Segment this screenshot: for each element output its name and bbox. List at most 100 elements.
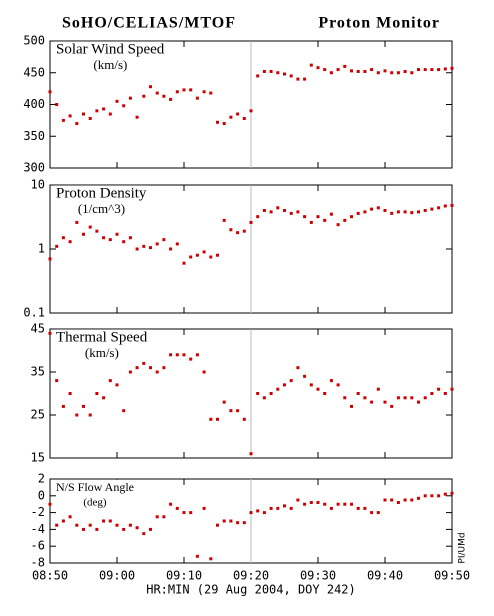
data-point: [175, 353, 179, 357]
data-point: [410, 396, 414, 400]
data-point: [55, 379, 59, 383]
data-point: [75, 122, 79, 126]
data-point: [443, 204, 447, 208]
data-point: [423, 208, 427, 212]
data-point: [343, 218, 347, 222]
data-point: [61, 404, 65, 408]
panel-title: Solar Wind Speed: [56, 41, 165, 57]
data-point: [410, 498, 414, 502]
data-point: [276, 506, 280, 510]
panel-title: Thermal Speed: [56, 329, 148, 345]
data-point: [303, 374, 307, 378]
x-tick-label: 08:50: [32, 569, 68, 583]
data-point: [95, 229, 99, 233]
y-tick-label: 45: [31, 322, 45, 336]
data-point: [88, 523, 92, 527]
y-tick-label: 0: [38, 488, 45, 502]
data-point: [222, 400, 226, 404]
data-point: [383, 400, 387, 404]
data-point: [229, 409, 233, 413]
data-point: [155, 242, 159, 246]
data-point: [283, 383, 286, 387]
data-point: [283, 208, 286, 212]
panel-title-bg: [54, 479, 137, 494]
data-point: [356, 392, 360, 395]
data-point: [249, 452, 253, 456]
data-point: [216, 523, 219, 527]
data-point: [61, 519, 65, 523]
data-point: [309, 63, 313, 67]
data-point: [289, 74, 293, 78]
data-point: [450, 387, 454, 391]
data-point: [189, 255, 193, 259]
data-point: [175, 506, 179, 510]
data-point: [115, 99, 119, 103]
data-point: [390, 211, 394, 215]
data-point: [55, 244, 59, 248]
data-point: [229, 115, 233, 119]
data-point: [403, 396, 407, 400]
data-point: [383, 208, 387, 212]
data-point: [88, 413, 92, 417]
data-point: [417, 210, 420, 214]
x-tick-label: 09:20: [233, 569, 269, 583]
panel-unit-bg: [75, 200, 128, 216]
data-point: [343, 64, 347, 68]
data-point: [417, 400, 420, 404]
panel-title: Proton Density: [56, 185, 147, 201]
data-point: [443, 67, 447, 71]
y-tick-label: 1: [38, 242, 45, 256]
panel-title-bg: [54, 41, 167, 58]
data-point: [396, 210, 400, 214]
data-point: [370, 511, 374, 515]
data-point: [242, 229, 246, 233]
data-point: [430, 392, 434, 395]
data-point: [390, 404, 394, 408]
y-tick-label: 15: [31, 451, 45, 465]
data-point: [229, 519, 233, 523]
data-point: [48, 502, 52, 506]
panel-unit: (km/s): [85, 345, 119, 360]
data-point: [189, 511, 193, 515]
data-point: [128, 96, 132, 100]
data-point: [88, 225, 92, 229]
data-point: [115, 383, 119, 387]
data-point: [108, 112, 112, 116]
data-point: [336, 223, 340, 227]
data-point: [276, 71, 280, 75]
data-point: [68, 392, 72, 395]
data-point: [135, 247, 139, 251]
data-point: [390, 71, 394, 75]
data-point: [189, 357, 193, 361]
data-point: [262, 69, 266, 73]
data-point: [443, 392, 447, 395]
data-point: [175, 242, 179, 246]
data-point: [303, 502, 307, 506]
panel-title: N/S Flow Angle: [56, 480, 134, 494]
data-point: [303, 77, 307, 81]
x-tick-label: 09:50: [434, 569, 470, 583]
data-point: [343, 502, 347, 506]
data-point: [202, 370, 206, 374]
data-point: [48, 257, 52, 261]
panel-unit-bg: [82, 344, 121, 360]
data-point: [75, 220, 79, 224]
y-tick-label: 2: [38, 472, 45, 486]
data-point: [209, 417, 213, 421]
data-point: [249, 109, 253, 113]
x-axis-label: HR:MIN (29 Aug 2004, DOY 242): [146, 583, 356, 597]
data-point: [363, 69, 367, 73]
data-point: [162, 515, 166, 519]
data-point: [370, 68, 374, 72]
data-point: [262, 396, 266, 400]
data-point: [390, 498, 394, 502]
data-point: [383, 69, 387, 73]
data-point: [82, 404, 85, 408]
data-point: [423, 68, 427, 72]
data-point: [329, 379, 333, 383]
data-point: [122, 104, 126, 108]
y-tick-label: 400: [23, 97, 45, 111]
data-point: [316, 387, 320, 391]
data-point: [437, 494, 441, 498]
data-point: [128, 370, 132, 374]
